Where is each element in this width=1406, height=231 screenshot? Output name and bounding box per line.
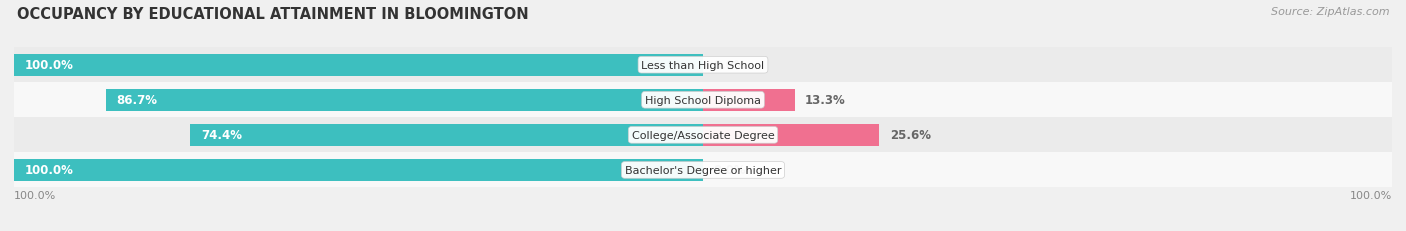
Text: 86.7%: 86.7% — [117, 94, 157, 107]
Text: 13.3%: 13.3% — [806, 94, 846, 107]
Bar — [14, 118, 1392, 153]
Text: 100.0%: 100.0% — [24, 164, 73, 177]
Bar — [14, 48, 1392, 83]
Text: 100.0%: 100.0% — [1350, 191, 1392, 201]
Text: 74.4%: 74.4% — [201, 129, 242, 142]
Text: OCCUPANCY BY EDUCATIONAL ATTAINMENT IN BLOOMINGTON: OCCUPANCY BY EDUCATIONAL ATTAINMENT IN B… — [17, 7, 529, 22]
Bar — [105, 90, 703, 111]
Text: 25.6%: 25.6% — [890, 129, 931, 142]
Text: 0.0%: 0.0% — [713, 164, 747, 177]
Text: Bachelor's Degree or higher: Bachelor's Degree or higher — [624, 165, 782, 175]
Bar — [190, 125, 703, 146]
Bar — [14, 83, 1392, 118]
Text: 0.0%: 0.0% — [713, 59, 747, 72]
Text: Source: ZipAtlas.com: Source: ZipAtlas.com — [1271, 7, 1389, 17]
Bar — [703, 125, 879, 146]
Bar — [14, 153, 1392, 188]
Text: 100.0%: 100.0% — [14, 191, 56, 201]
Bar — [703, 90, 794, 111]
Text: College/Associate Degree: College/Associate Degree — [631, 130, 775, 140]
Text: Less than High School: Less than High School — [641, 61, 765, 70]
Bar — [14, 159, 703, 181]
Text: 100.0%: 100.0% — [24, 59, 73, 72]
Text: High School Diploma: High School Diploma — [645, 95, 761, 105]
Bar — [14, 55, 703, 76]
